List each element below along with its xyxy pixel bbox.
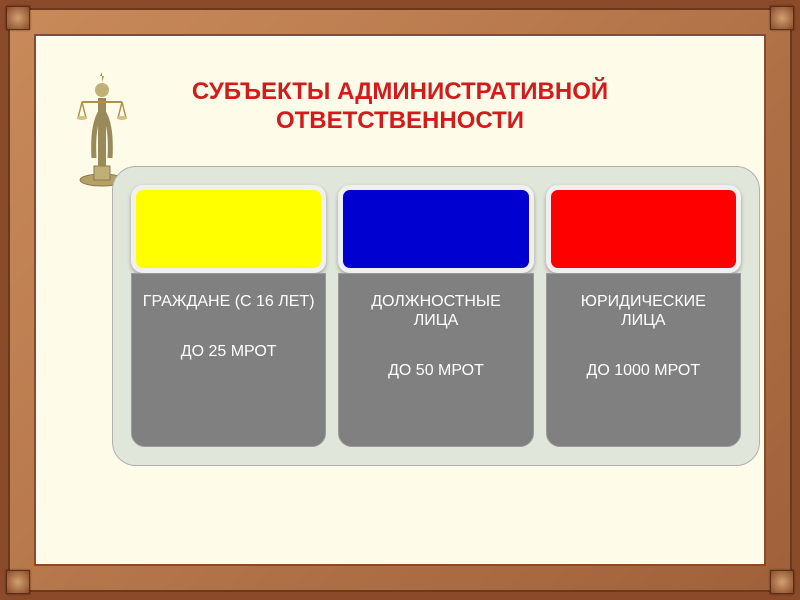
frame-corner <box>770 570 794 594</box>
card-sublabel: ДО 1000 МРОТ <box>587 362 701 380</box>
color-box-blue <box>338 185 533 273</box>
card-text-box: ЮРИДИЧЕСКИЕ ЛИЦА ДО 1000 МРОТ <box>546 273 741 447</box>
subjects-diagram: ГРАЖДАНЕ (С 16 ЛЕТ) ДО 25 МРОТ ДОЛЖНОСТН… <box>112 166 760 466</box>
card-label: ГРАЖДАНЕ (С 16 ЛЕТ) <box>143 292 315 311</box>
frame-corner <box>6 6 30 30</box>
card-label: ЮРИДИЧЕСКИЕ ЛИЦА <box>557 292 730 330</box>
title-line-1: СУБЪЕКТЫ АДМИНИСТРАТИВНОЙ <box>150 78 650 107</box>
frame-corner <box>770 6 794 30</box>
card-legal-entities: ЮРИДИЧЕСКИЕ ЛИЦА ДО 1000 МРОТ <box>546 185 741 447</box>
color-box-yellow <box>131 185 326 273</box>
outer-decorative-frame: СУБЪЕКТЫ АДМИНИСТРАТИВНОЙ ОТВЕТСТВЕННОСТ… <box>8 8 792 592</box>
color-box-red <box>546 185 741 273</box>
frame-corner <box>6 570 30 594</box>
card-text-box: ГРАЖДАНЕ (С 16 ЛЕТ) ДО 25 МРОТ <box>131 273 326 447</box>
card-sublabel: ДО 50 МРОТ <box>388 362 484 380</box>
title-line-2: ОТВЕТСТВЕННОСТИ <box>150 107 650 136</box>
slide-title: СУБЪЕКТЫ АДМИНИСТРАТИВНОЙ ОТВЕТСТВЕННОСТ… <box>150 78 650 136</box>
card-citizens: ГРАЖДАНЕ (С 16 ЛЕТ) ДО 25 МРОТ <box>131 185 326 447</box>
card-sublabel: ДО 25 МРОТ <box>181 343 277 361</box>
inner-content-frame: СУБЪЕКТЫ АДМИНИСТРАТИВНОЙ ОТВЕТСТВЕННОСТ… <box>34 34 766 566</box>
card-label: ДОЛЖНОСТНЫЕ ЛИЦА <box>349 292 522 330</box>
card-officials: ДОЛЖНОСТНЫЕ ЛИЦА ДО 50 МРОТ <box>338 185 533 447</box>
card-text-box: ДОЛЖНОСТНЫЕ ЛИЦА ДО 50 МРОТ <box>338 273 533 447</box>
